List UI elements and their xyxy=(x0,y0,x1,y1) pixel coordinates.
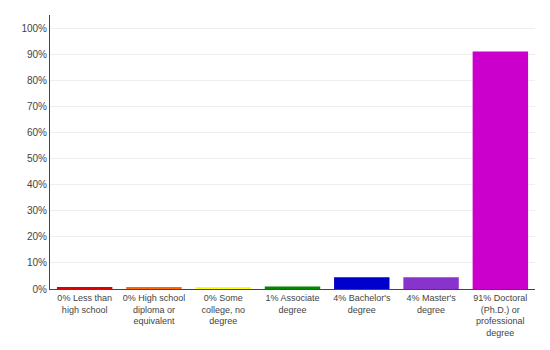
svg-text:60%: 60% xyxy=(27,127,47,138)
svg-text:80%: 80% xyxy=(27,75,47,86)
svg-text:0%: 0% xyxy=(33,284,48,295)
svg-text:40%: 40% xyxy=(27,179,47,190)
svg-text:70%: 70% xyxy=(27,101,47,112)
svg-text:0% High schooldiploma orequiva: 0% High schooldiploma orequivalent xyxy=(123,293,186,326)
svg-text:4% Bachelor'sdegree: 4% Bachelor'sdegree xyxy=(333,293,391,315)
svg-text:91% Doctoral(Ph.D.) orprofessi: 91% Doctoral(Ph.D.) orprofessionaldegree xyxy=(473,293,527,338)
svg-text:4% Master'sdegree: 4% Master'sdegree xyxy=(406,293,456,315)
svg-text:50%: 50% xyxy=(27,153,47,164)
svg-text:0% Less thanhigh school: 0% Less thanhigh school xyxy=(57,293,112,315)
svg-text:90%: 90% xyxy=(27,49,47,60)
svg-text:30%: 30% xyxy=(27,205,47,216)
svg-text:100%: 100% xyxy=(21,23,47,34)
svg-text:0% Somecollege, nodegree: 0% Somecollege, nodegree xyxy=(201,293,245,326)
svg-text:20%: 20% xyxy=(27,231,47,242)
svg-text:10%: 10% xyxy=(27,257,47,268)
svg-text:1% Associatedegree: 1% Associatedegree xyxy=(265,293,319,315)
